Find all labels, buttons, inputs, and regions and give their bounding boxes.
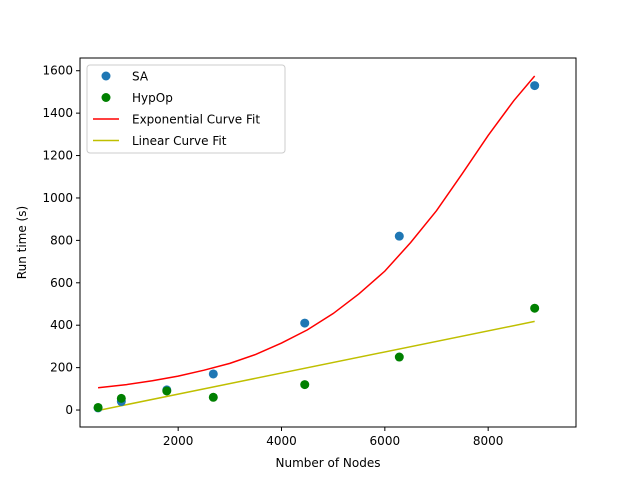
point-hypop-1	[116, 393, 126, 403]
point-sa-5	[394, 231, 404, 241]
legend-label: Exponential Curve Fit	[132, 113, 260, 127]
y-tick-label: 800	[50, 233, 73, 247]
y-tick-label: 600	[50, 276, 73, 290]
y-tick-label: 400	[50, 318, 73, 332]
series-line-linear-curve-fit	[97, 320, 535, 412]
y-tick-label: 1200	[42, 149, 73, 163]
x-tick-label: 4000	[266, 434, 297, 448]
y-tick-label: 0	[65, 403, 73, 417]
legend-marker	[101, 93, 111, 102]
y-tick-label: 1600	[42, 64, 73, 78]
legend: SA HypOp Exponential Curve Fit Linear Curve…	[86, 64, 286, 154]
legend-box	[86, 64, 286, 154]
legend-label: Linear Curve Fit	[132, 134, 227, 148]
x-tick-label: 2000	[163, 434, 194, 448]
legend-marker	[101, 71, 111, 81]
point-hypop-3	[208, 392, 218, 402]
y-axis-label: Run time (s)	[15, 206, 29, 279]
y-tick-label: 1400	[42, 106, 73, 120]
y-tick-label: 1000	[42, 191, 73, 205]
point-sa-6	[530, 81, 540, 91]
x-axis: 2000 4000 6000 8000	[163, 427, 504, 448]
x-tick-label: 8000	[473, 434, 504, 448]
point-hypop-6	[530, 303, 540, 313]
legend-label: HypOp	[132, 91, 173, 105]
point-hypop-0	[93, 402, 103, 412]
y-tick-label: 200	[50, 361, 73, 375]
point-hypop-2	[162, 386, 172, 396]
x-axis-label: Number of Nodes	[276, 456, 381, 470]
point-hypop-5	[394, 352, 404, 362]
plot-area	[93, 75, 540, 413]
x-tick-label: 6000	[370, 434, 401, 448]
point-sa-3	[208, 369, 218, 379]
y-axis: 0 200 400 600 800 1000 1200 1400 1600	[42, 64, 80, 417]
point-hypop-4	[300, 380, 310, 390]
axes-frame	[79, 57, 577, 428]
series-line-exponential-curve-fit	[97, 75, 536, 389]
point-sa-4	[300, 318, 310, 328]
legend-label: SA	[132, 70, 149, 84]
